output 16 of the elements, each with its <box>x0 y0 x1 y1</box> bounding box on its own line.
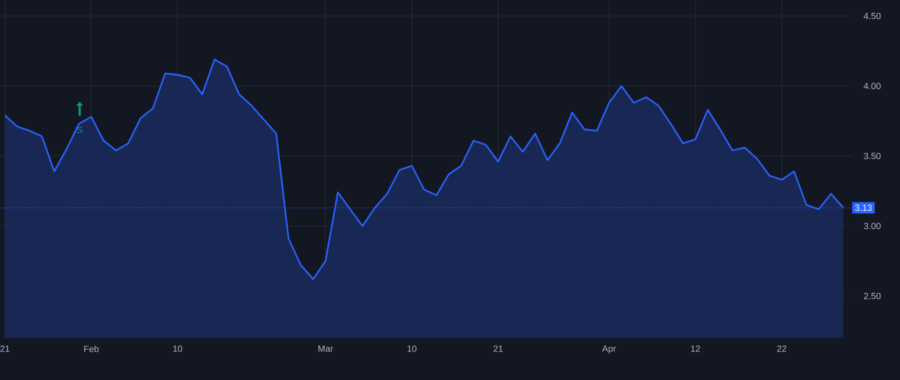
y-tick-label: 3.50 <box>864 152 881 160</box>
x-tick-label: Mar <box>318 346 334 352</box>
y-tick-label: 4.50 <box>864 12 881 20</box>
x-tick-label: 22 <box>777 346 786 352</box>
ref-line-label: 3.13 <box>855 204 872 211</box>
y-tick-label: 3.00 <box>864 222 881 230</box>
x-tick-label: 10 <box>173 346 182 352</box>
x-tick-label: 12 <box>691 346 700 352</box>
x-tick-label: Feb <box>84 346 99 352</box>
x-tick-label: 21 <box>0 346 10 352</box>
y-tick-label: 2.50 <box>864 292 881 300</box>
x-tick-label: Apr <box>602 346 616 354</box>
x-tick-label: 10 <box>408 346 416 352</box>
y-tick-label: 4.00 <box>864 82 881 90</box>
annotation: S <box>77 126 82 133</box>
x-tick-label: 21 <box>494 346 503 352</box>
